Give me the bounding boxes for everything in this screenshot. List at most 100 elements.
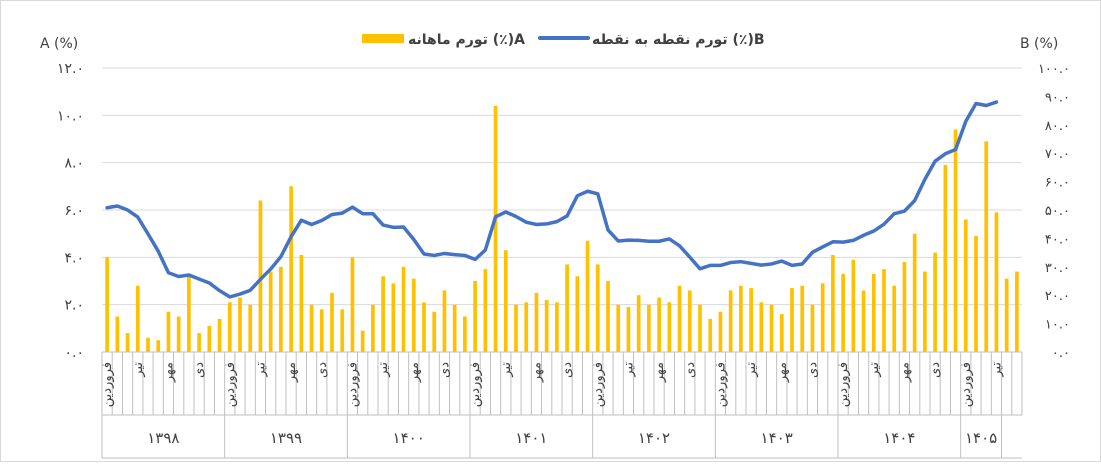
- bar: [616, 304, 621, 352]
- bar: [135, 285, 140, 352]
- bar: [483, 269, 488, 352]
- bar: [923, 271, 927, 352]
- bar: [943, 165, 948, 352]
- year-label: ۱۴۰۲: [638, 429, 670, 447]
- bar: [463, 316, 467, 352]
- bar: [810, 304, 815, 352]
- left-tick-label: ۰.۰: [65, 345, 85, 361]
- month-label: تیر: [744, 362, 759, 378]
- bar-series: [105, 105, 1019, 352]
- bar: [657, 297, 661, 352]
- month-label: مهر: [284, 362, 299, 383]
- year-label: ۱۴۰۴: [883, 429, 915, 447]
- right-axis-ticks: ۰.۰ ۱۰.۰ ۲۰.۰ ۳۰.۰ ۴۰.۰ ۵۰.۰ ۶۰.۰ ۷۰.۰ ۸۰.۰ ۹۰.۰ ۱…: [1038, 62, 1070, 361]
- bar: [820, 283, 825, 352]
- bar: [279, 266, 283, 352]
- bar: [381, 276, 385, 352]
- bar: [667, 302, 672, 352]
- left-axis-ticks: ۰.۰ ۲.۰ ۴.۰ ۶.۰ ۸.۰ ۱۰.۰ ۱۲.۰: [57, 61, 84, 361]
- bar: [687, 290, 692, 352]
- month-label: تیر: [253, 362, 268, 378]
- bar: [933, 252, 937, 352]
- month-label: مهر: [897, 362, 912, 383]
- left-tick-label: ۶.۰: [65, 203, 85, 219]
- bar: [974, 236, 978, 352]
- year-label: ۱۴۰۵: [965, 429, 997, 447]
- bar: [892, 285, 897, 352]
- bar: [831, 254, 835, 352]
- month-label: دی: [192, 362, 207, 378]
- bar: [524, 302, 529, 352]
- bar: [401, 266, 406, 352]
- month-label: دی: [805, 362, 820, 378]
- bar: [238, 297, 242, 352]
- bar: [882, 269, 886, 352]
- bar: [728, 290, 733, 352]
- year-label: ۱۴۰۰: [393, 429, 425, 447]
- bar: [1015, 271, 1019, 352]
- month-label: تیر: [499, 362, 514, 378]
- year-label: ۱۳۹۸: [147, 429, 179, 447]
- bar: [176, 316, 181, 352]
- month-label: دی: [560, 362, 575, 378]
- year-label: ۱۴۰۳: [761, 429, 793, 447]
- bar: [626, 307, 631, 352]
- bar: [749, 288, 753, 352]
- month-label: تیر: [867, 362, 882, 378]
- month-label: فروردین: [836, 362, 851, 407]
- right-tick-label: ۵۰.۰: [1045, 204, 1070, 219]
- bar: [391, 283, 396, 352]
- month-label: تیر: [621, 362, 636, 378]
- bar: [739, 285, 743, 352]
- month-label: فروردین: [591, 362, 606, 407]
- left-tick-label: ۱۰.۰: [57, 108, 84, 124]
- month-label: مهر: [775, 362, 790, 383]
- left-tick-label: ۲.۰: [65, 298, 85, 314]
- bar: [227, 302, 232, 352]
- bar: [125, 333, 130, 352]
- bar: [330, 292, 334, 352]
- bar: [115, 316, 120, 352]
- bar: [953, 129, 958, 352]
- right-tick-label: ۶۰.۰: [1045, 176, 1070, 191]
- month-label: فروردین: [468, 362, 483, 407]
- bar: [105, 257, 109, 352]
- month-label: تیر: [131, 362, 146, 378]
- bar: [156, 340, 161, 352]
- right-tick-label: ۸۰.۰: [1045, 119, 1070, 134]
- bar: [534, 292, 539, 352]
- bar: [514, 304, 518, 352]
- month-label: تیر: [989, 362, 1004, 378]
- bar: [289, 186, 293, 352]
- bar: [790, 288, 794, 352]
- bar: [708, 318, 713, 352]
- bar: [299, 254, 304, 352]
- bar: [442, 290, 447, 352]
- right-axis-title: B (%): [1020, 36, 1058, 52]
- right-tick-label: ۷۰.۰: [1045, 147, 1070, 162]
- right-tick-label: ۹۰.۰: [1045, 90, 1070, 105]
- month-label: مهر: [407, 362, 422, 383]
- right-tick-label: ۳۰.۰: [1045, 261, 1070, 276]
- bar: [207, 325, 212, 352]
- bar: [606, 281, 610, 352]
- bar: [309, 304, 314, 352]
- right-tick-label: ۰.۰: [1052, 346, 1070, 361]
- bar: [493, 105, 498, 352]
- month-label: مهر: [529, 362, 544, 383]
- bar: [984, 141, 989, 352]
- bar: [585, 240, 590, 352]
- month-label: فروردین: [223, 362, 238, 407]
- bar: [647, 304, 651, 352]
- month-label: فروردین: [345, 362, 360, 407]
- bar: [319, 309, 324, 352]
- bar: [350, 257, 355, 352]
- bar: [861, 290, 866, 352]
- bar: [994, 212, 999, 352]
- bar: [636, 295, 641, 352]
- month-label: دی: [683, 362, 698, 378]
- bar: [800, 285, 805, 352]
- year-label: ۱۴۰۱: [515, 429, 547, 447]
- left-tick-label: ۱۲.۰: [57, 61, 84, 77]
